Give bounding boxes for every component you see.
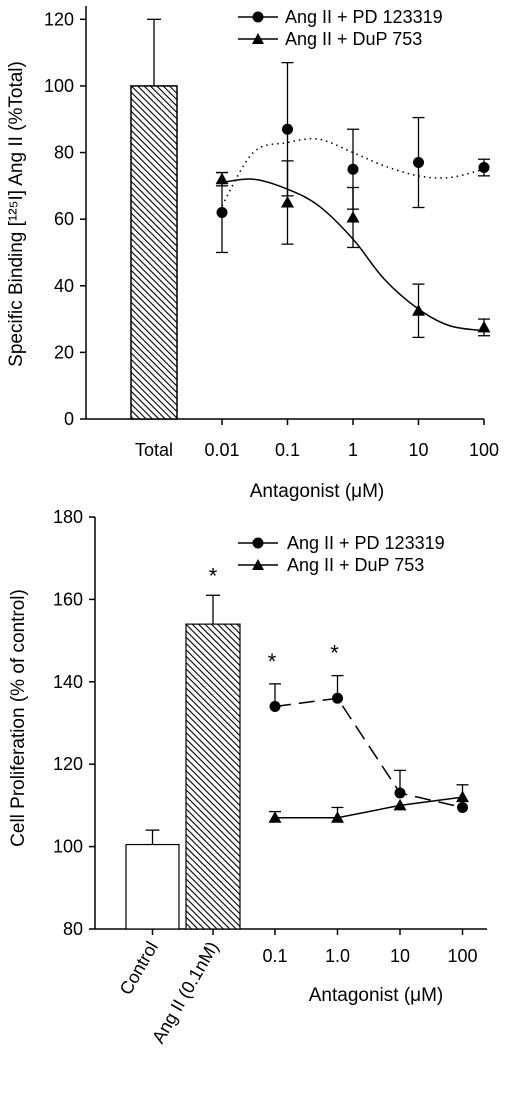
proliferation-chart: 80 100 120 140 160 180 0.1 1.0 10 100 Control * An…: [8, 507, 487, 1047]
y-ticks: 80 100 120 140 160 180: [53, 507, 95, 939]
x-tick-label: 100: [447, 946, 477, 966]
y-tick-label: 120: [44, 9, 74, 29]
legend-triangle-marker: [252, 33, 264, 44]
y-tick-label: 0: [64, 409, 74, 429]
legend: Ang II + PD 123319 Ang II + DuP 753: [238, 7, 443, 49]
bars: Control * Ang II (0.1nM): [116, 563, 241, 1047]
y-axis-title: Cell Proliferation (% of control): [8, 589, 29, 847]
y-tick-label: 80: [63, 919, 83, 939]
y-ticks: 0 20 40 60 80 100 120: [44, 9, 86, 429]
triangle-point-2: [346, 210, 360, 223]
triangle-point-0: [268, 811, 282, 823]
legend-label-dup753: Ang II + DuP 753: [287, 555, 424, 575]
legend-label-pd123319: Ang II + PD 123319: [287, 533, 445, 553]
y-axis-title: Specific Binding [¹²⁵I] Ang II (%Total): [6, 61, 27, 367]
x-tick-label: 0.1: [262, 946, 287, 966]
circle-point-2: [347, 163, 359, 175]
legend-label-pd123319: Ang II + PD 123319: [285, 7, 443, 27]
circle-point-3: [413, 157, 424, 169]
legend-circle-marker: [252, 537, 264, 549]
x-tick-label: 100: [469, 440, 499, 460]
y-tick-label: 40: [54, 276, 74, 296]
category-label-0: Control: [116, 938, 162, 998]
circle-point-0: [269, 701, 281, 713]
x-tick-label: 10: [390, 946, 410, 966]
circle-point-2: [394, 787, 406, 799]
x-tick-label: 10: [408, 440, 428, 460]
category-label-1: Ang II (0.1nM): [148, 938, 222, 1047]
y-tick-label: 100: [53, 837, 83, 857]
significance-star: *: [209, 563, 218, 588]
series-line-pd123319: [274, 697, 463, 809]
y-tick-label: 140: [53, 672, 83, 692]
x-tick-label: Total: [135, 440, 173, 460]
y-tick-label: 60: [54, 209, 74, 229]
legend-label-dup753: Ang II + DuP 753: [285, 29, 422, 49]
x-axis-title: Antagonist (μM): [309, 985, 444, 1006]
binding-chart: 0 20 40 60 80 100 120 Total 0.01 0.1 1 10 100 Ang I…: [6, 6, 499, 502]
y-tick-label: 160: [53, 589, 83, 609]
triangle-point-0: [215, 172, 229, 185]
fit-curve-pd123319: [221, 137, 485, 207]
data-points: [215, 61, 491, 339]
significance-star: *: [330, 641, 339, 666]
x-tick-label: 1.0: [325, 946, 350, 966]
x-ticks: Total 0.01 0.1 1 10 100: [135, 419, 499, 460]
x-tick-label: 1: [348, 440, 358, 460]
bar-0: [125, 843, 180, 930]
data-points: * *: [268, 641, 469, 823]
circle-point-1: [332, 692, 343, 704]
x-tick-label: 0.01: [204, 440, 239, 460]
y-tick-label: 80: [54, 143, 74, 163]
circle-point-4: [478, 162, 490, 174]
y-tick-label: 180: [53, 507, 83, 527]
y-tick-label: 120: [53, 754, 83, 774]
x-tick-label: 0.1: [275, 440, 300, 460]
triangle-point-3: [412, 304, 425, 316]
circle-point-3: [457, 801, 468, 813]
legend-triangle-marker: [252, 559, 264, 570]
legend: Ang II + PD 123319 Ang II + DuP 753: [238, 533, 445, 575]
significance-star: *: [268, 649, 277, 674]
series-line-dup753: [275, 796, 463, 819]
bar-1: [185, 623, 241, 930]
triangle-point-2: [393, 798, 407, 811]
triangle-point-1: [331, 811, 344, 823]
triangle-point-3: [456, 790, 469, 803]
x-axis-title: Antagonist (μM): [250, 481, 385, 502]
bar-total: [130, 85, 178, 420]
triangle-point-1: [281, 196, 294, 208]
bars: [130, 18, 178, 420]
x-ticks: 0.1 1.0 10 100: [262, 929, 478, 966]
circle-point-1: [282, 123, 293, 135]
y-tick-label: 20: [54, 342, 74, 362]
y-tick-label: 100: [44, 76, 74, 96]
triangle-point-4: [477, 320, 491, 333]
circle-point-0: [216, 207, 228, 218]
legend-circle-marker: [252, 11, 264, 23]
